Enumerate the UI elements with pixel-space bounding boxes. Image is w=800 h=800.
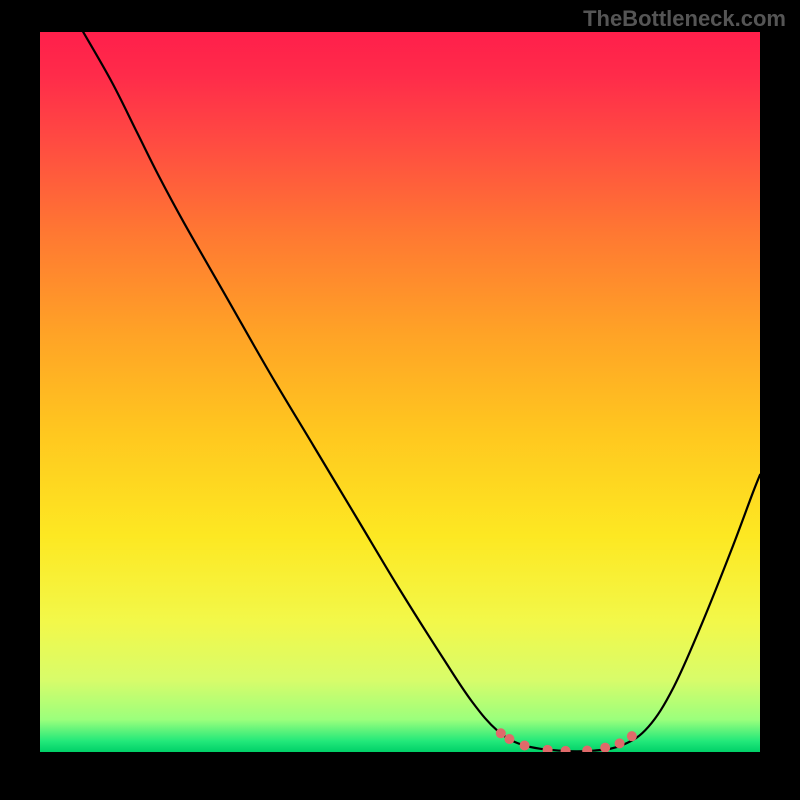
optimal-marker	[504, 734, 514, 744]
optimal-marker	[615, 738, 625, 748]
optimal-marker	[520, 741, 530, 751]
optimal-marker	[627, 731, 637, 741]
chart-area	[40, 32, 760, 752]
optimal-marker	[496, 728, 506, 738]
chart-svg	[40, 32, 760, 752]
gradient-background	[40, 32, 760, 752]
watermark-text: TheBottleneck.com	[583, 6, 786, 32]
